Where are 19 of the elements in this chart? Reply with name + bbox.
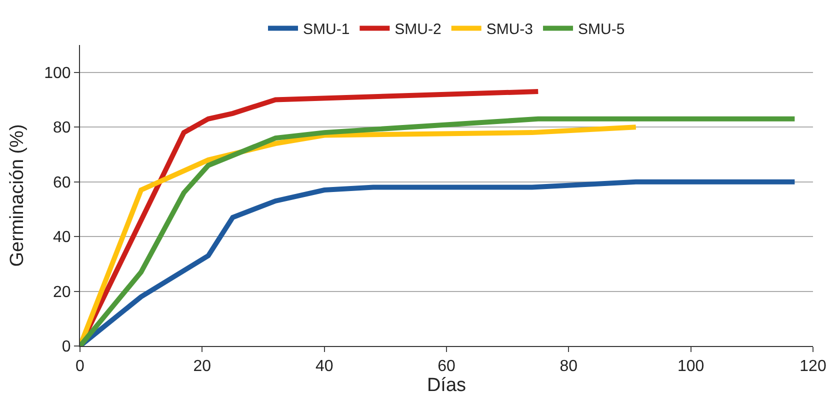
x-tick-label: 80 [560,358,578,376]
x-tick-label: 60 [438,358,456,376]
y-tick-label: 20 [53,284,71,301]
legend-label: SMU-3 [486,21,534,38]
legend-label: SMU-2 [394,21,442,38]
x-tick-label: 20 [193,358,212,376]
x-tick-label: 40 [315,358,334,376]
x-tick-label: 120 [800,358,826,376]
y-tick-label: 100 [44,64,71,82]
x-axis-title: Días [426,375,466,396]
y-tick-label: 80 [53,120,71,137]
x-tick-label: 0 [76,358,85,376]
y-axis-title: Germinación (%) [6,124,28,267]
x-tick-label: 100 [677,358,704,376]
y-tick-label: 0 [62,338,71,356]
y-tick-label: 40 [53,229,71,246]
legend-label: SMU-5 [578,21,625,38]
legend-label: SMU-1 [303,21,350,38]
y-tick-label: 60 [53,174,71,192]
